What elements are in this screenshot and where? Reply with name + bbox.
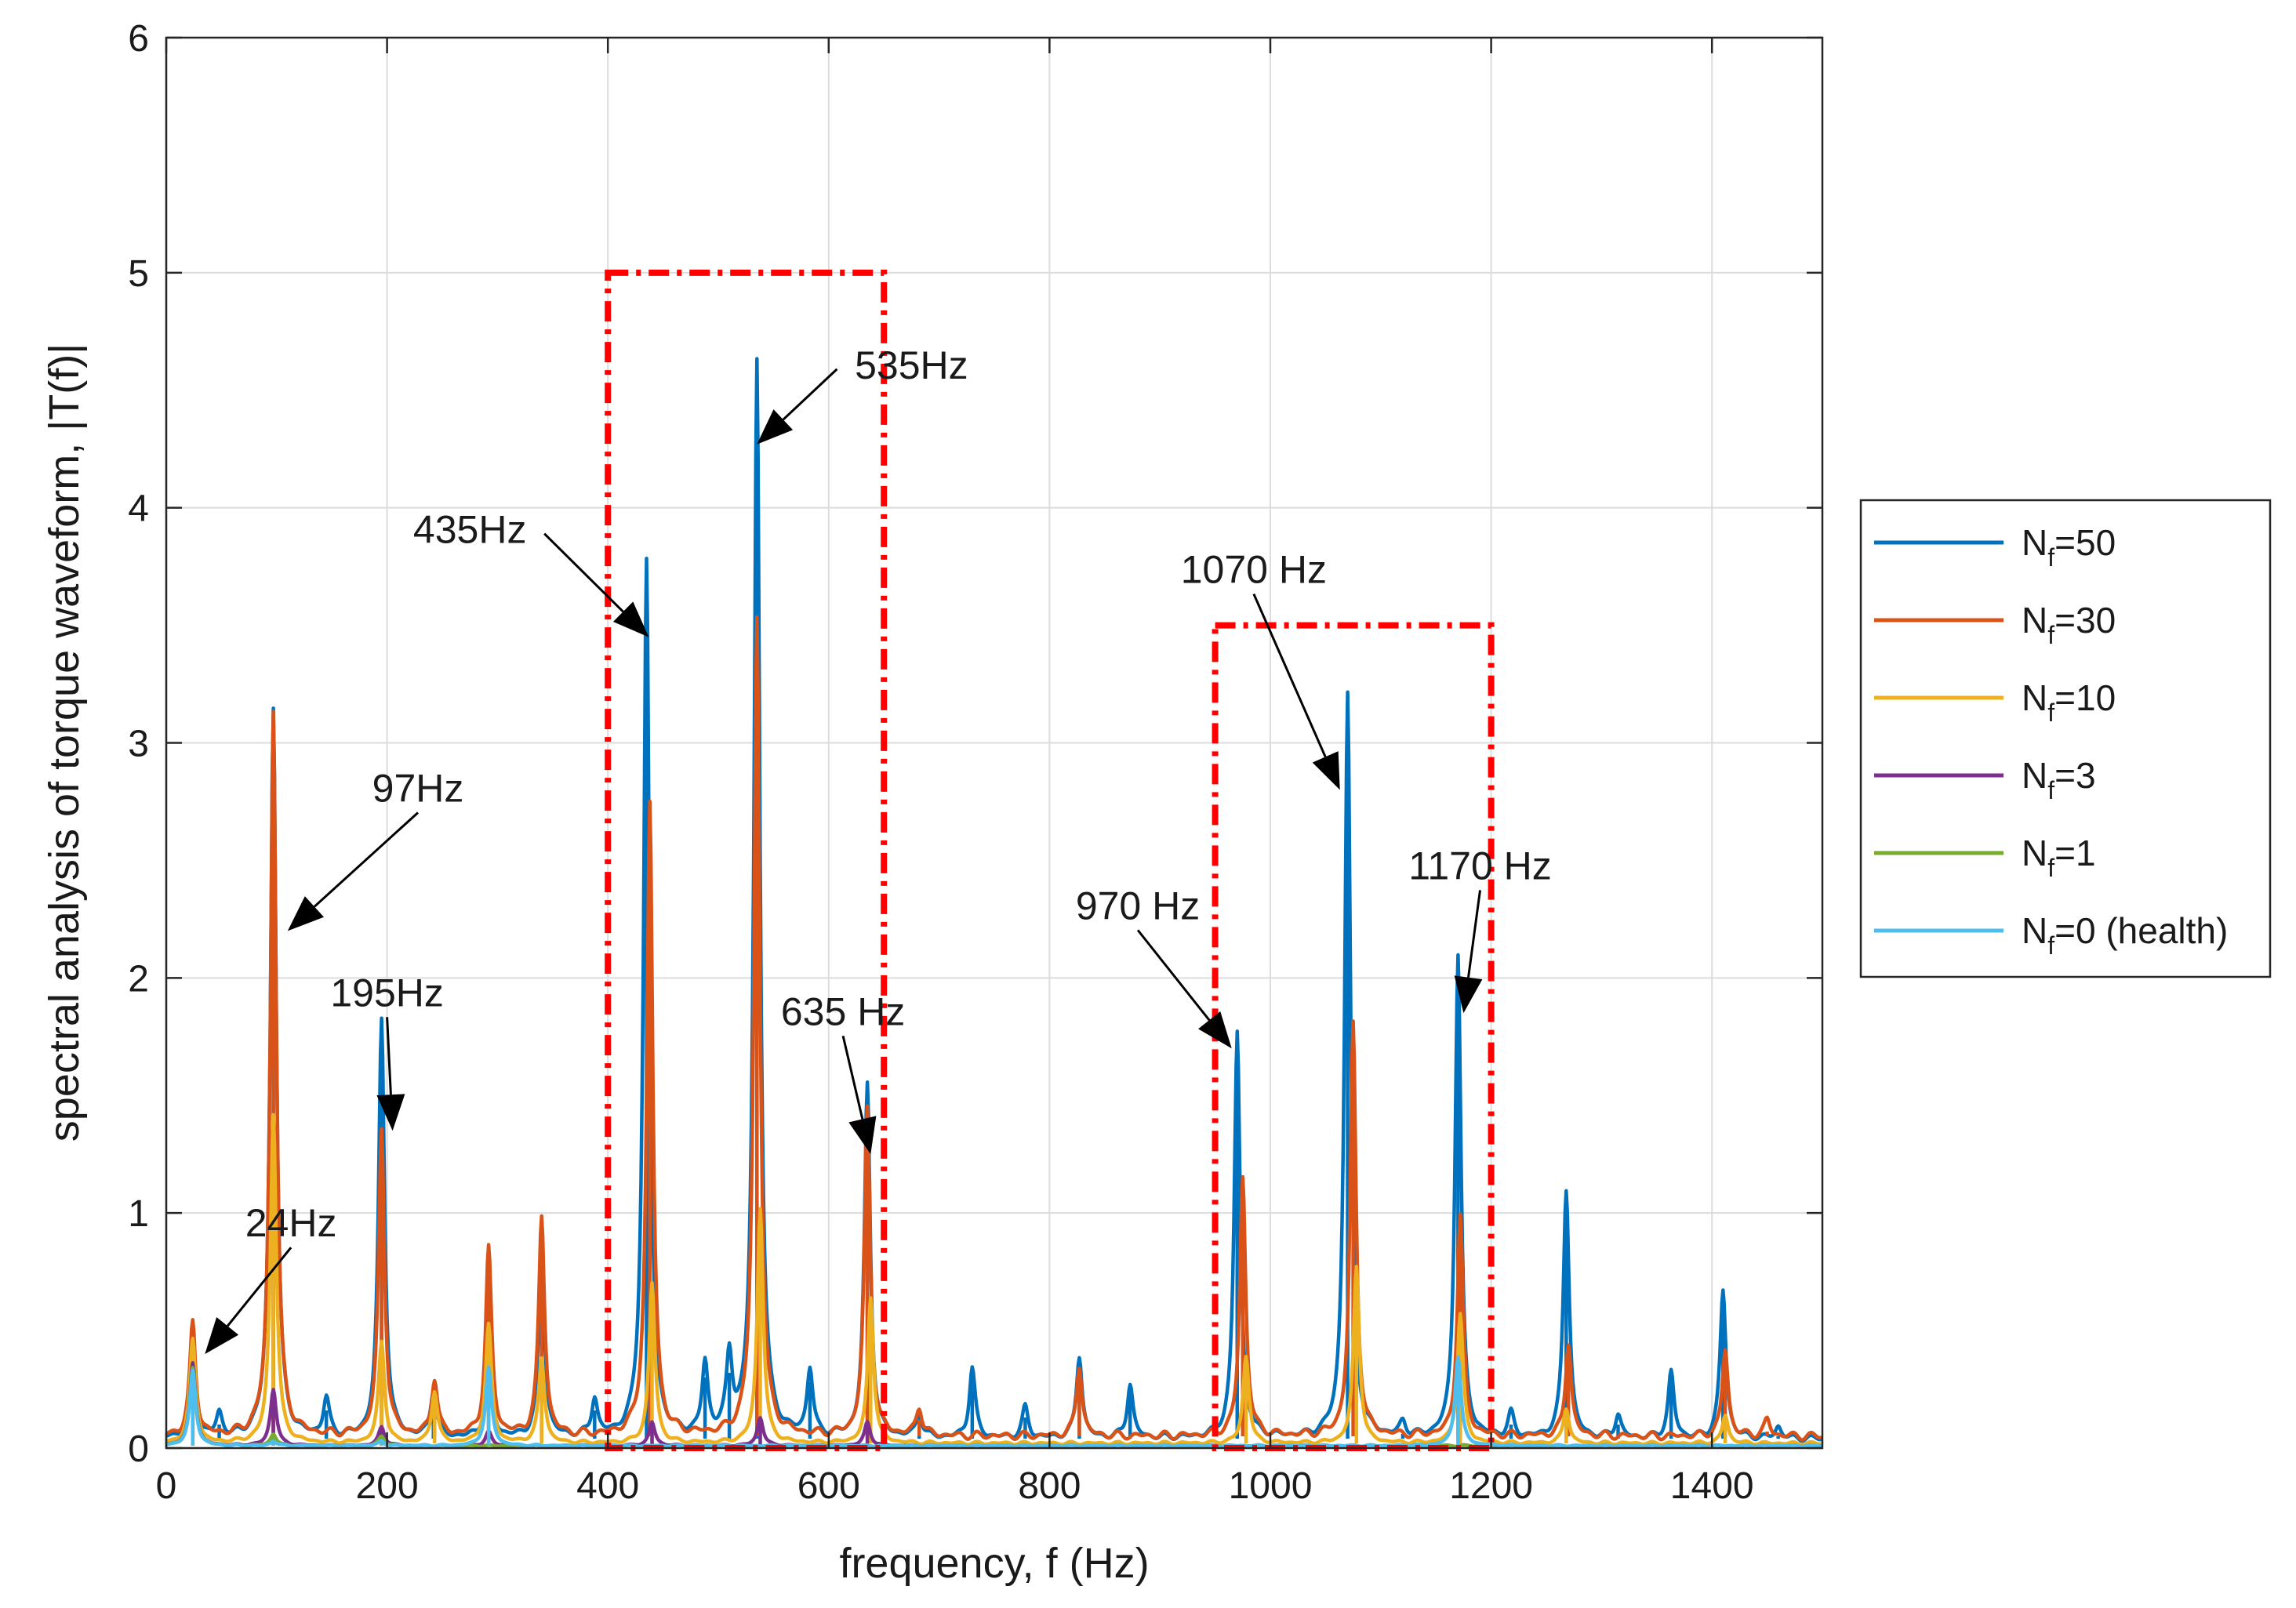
annotation-arrow-shaft: [313, 811, 420, 908]
legend: Nf=50 Nf=30 Nf=10 Nf=3 Nf=1 Nf=0 (health): [1859, 499, 2272, 978]
y-tick-label: 4: [128, 488, 149, 530]
annotation-arrow-shaft: [1467, 890, 1482, 978]
annotation-arrow-head: [612, 601, 649, 637]
x-tick-label: 200: [356, 1465, 419, 1507]
annotation-arrow-head: [1312, 751, 1340, 790]
legend-label: Nf=3: [2022, 755, 2096, 804]
annotation-arrow-head: [287, 896, 325, 931]
annotation-arrow-shaft: [1136, 929, 1211, 1022]
annotation-arrow-head: [1454, 975, 1483, 1014]
y-tick-label: 2: [128, 958, 149, 1000]
legend-label: Nf=10: [2022, 677, 2116, 727]
annotation-label: 24Hz: [245, 1201, 337, 1245]
annotation-arrow-shaft: [543, 532, 624, 613]
legend-label: Nf=50: [2022, 522, 2116, 572]
legend-box: [1859, 499, 2272, 978]
annotation-arrow-shaft: [386, 1017, 392, 1095]
legend-label: Nf=30: [2022, 600, 2116, 649]
x-tick-label: 1400: [1670, 1465, 1754, 1507]
annotation-arrow-shaft: [1252, 593, 1327, 757]
legend-label: Nf=0 (health): [2022, 910, 2228, 960]
annotations: 24Hz 97Hz 195Hz 435Hz 535Hz 635 Hz 970 Hz 1070 …: [205, 343, 1552, 1355]
annotation-label: 435Hz: [413, 508, 527, 552]
x-axis-label: frequency, f (Hz): [839, 1540, 1149, 1587]
y-axis-label: spectral analysis of torque waveform, |T…: [41, 343, 88, 1142]
annotation-label: 1070 Hz: [1181, 548, 1327, 592]
annotation-label: 535Hz: [855, 343, 968, 387]
annotation-label: 97Hz: [372, 766, 464, 810]
x-tick-label: 400: [576, 1465, 639, 1507]
x-tick-label: 1200: [1449, 1465, 1533, 1507]
y-tick-label: 6: [128, 18, 149, 60]
y-tick-label: 0: [128, 1428, 149, 1470]
annotation-label: 195Hz: [330, 971, 444, 1015]
series-layer: [165, 357, 1823, 1449]
series-line: [165, 615, 1823, 1442]
annotation-arrow-head: [757, 409, 794, 445]
x-tick-label: 0: [156, 1465, 177, 1507]
annotation-arrow-head: [1198, 1011, 1232, 1049]
y-tick-label: 1: [128, 1193, 149, 1235]
annotation-arrow-shaft: [782, 368, 838, 421]
y-tick-label: 5: [128, 253, 149, 295]
y-tick-label: 3: [128, 724, 149, 765]
annotation-label: 970 Hz: [1076, 884, 1200, 927]
annotation-label: 1170 Hz: [1408, 844, 1552, 887]
x-tick-label: 600: [797, 1465, 860, 1507]
series-line: [165, 1113, 1823, 1447]
annotation-arrow-shaft: [227, 1247, 292, 1327]
x-tick-label: 1000: [1229, 1465, 1313, 1507]
annotation-arrow-shaft: [841, 1035, 864, 1120]
annotation-label: 635 Hz: [781, 989, 905, 1033]
annotation-arrow-head: [848, 1116, 877, 1155]
legend-label: Nf=1: [2022, 833, 2096, 882]
annotation-arrow-head: [376, 1094, 405, 1131]
annotation-arrow-head: [205, 1316, 239, 1355]
series-line: [165, 1355, 1823, 1449]
highlight-box: [605, 269, 888, 1451]
axis-ticks: 0 200 400 600 800 1000 1200 1400 0 1 2 3 4 5 6: [128, 18, 1822, 1507]
x-tick-label: 800: [1018, 1465, 1081, 1507]
